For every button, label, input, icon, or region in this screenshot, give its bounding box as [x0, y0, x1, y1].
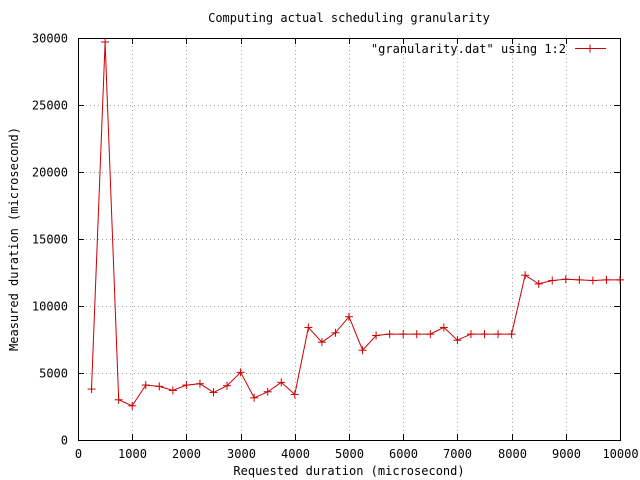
data-point [453, 336, 462, 345]
data-point [345, 312, 353, 321]
data-point [412, 330, 421, 339]
data-point [209, 388, 218, 397]
data-point [304, 323, 313, 332]
series-layer [87, 38, 624, 410]
legend: "granularity.dat" using 1:2 [371, 42, 606, 56]
data-point [223, 381, 232, 390]
x-tick-label: 0 [75, 447, 82, 461]
data-point [263, 387, 272, 396]
data-point [114, 395, 123, 404]
y-tick-label: 0 [61, 434, 68, 448]
data-point [236, 368, 245, 377]
y-tick-label: 15000 [32, 233, 68, 247]
data-point [494, 330, 503, 339]
data-point [372, 331, 381, 340]
x-tick-label: 2000 [172, 447, 201, 461]
series-line [91, 41, 620, 407]
x-tick-label: 9000 [552, 447, 581, 461]
data-point [480, 330, 489, 339]
y-tick-label: 5000 [39, 367, 68, 381]
data-point [317, 338, 326, 347]
data-point [426, 330, 435, 339]
data-point [602, 275, 611, 284]
y-tick-label: 25000 [32, 99, 68, 113]
y-axis-label: Measured duration (microsecond) [7, 127, 21, 351]
x-tick-label: 7000 [443, 447, 472, 461]
data-point [155, 382, 164, 391]
data-point [141, 381, 150, 390]
data-point [195, 379, 204, 388]
data-point [466, 330, 475, 339]
x-tick-label: 4000 [281, 447, 310, 461]
data-point [588, 276, 597, 285]
legend-marker [586, 44, 594, 53]
data-point [561, 275, 570, 284]
data-point [250, 393, 259, 402]
data-point [399, 330, 408, 339]
y-tick-label: 20000 [32, 166, 68, 180]
data-point [385, 330, 394, 339]
y-tick-label: 30000 [32, 32, 68, 46]
y-tick-label: 10000 [32, 300, 68, 314]
x-axis-label: Requested duration (microsecond) [233, 464, 464, 478]
data-point [521, 271, 530, 280]
data-point [507, 330, 516, 339]
legend-marker-plus [586, 44, 594, 53]
data-point [290, 390, 299, 399]
x-tick-label: 8000 [498, 447, 527, 461]
data-point [575, 275, 584, 284]
data-point [439, 323, 448, 332]
data-point [331, 328, 340, 337]
x-tick-label: 6000 [389, 447, 418, 461]
axis-ticks: 0 1000 2000 3000 4000 5000 6000 7000 8000 9000 100… [32, 32, 639, 462]
data-point [182, 381, 191, 390]
data-point [548, 276, 557, 285]
x-tick-label: 1000 [118, 447, 147, 461]
data-point [128, 401, 137, 410]
data-point [358, 346, 367, 355]
chart-title: Computing actual scheduling granularity [208, 11, 490, 25]
x-tick-label: 3000 [227, 447, 256, 461]
data-point [101, 38, 110, 47]
data-point [534, 279, 543, 288]
legend-label: "granularity.dat" using 1:2 [371, 42, 566, 56]
data-point [168, 386, 177, 395]
x-tick-label: 10000 [602, 447, 638, 461]
data-point [616, 275, 624, 284]
x-tick-label: 5000 [335, 447, 364, 461]
data-point [277, 378, 286, 387]
data-point [87, 385, 96, 394]
grid-layer [78, 38, 620, 440]
